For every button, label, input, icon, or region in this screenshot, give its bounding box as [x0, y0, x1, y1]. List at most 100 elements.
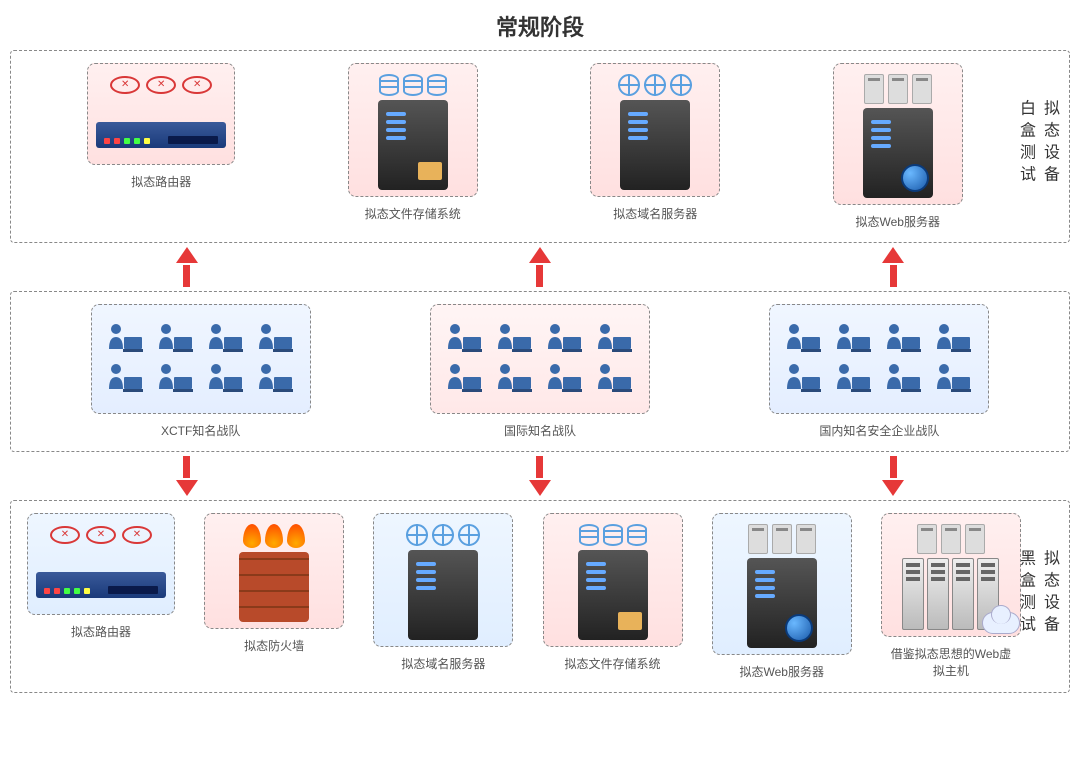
team-card [430, 304, 650, 414]
person-at-desk-icon [156, 361, 196, 397]
person-at-desk-icon [595, 361, 635, 397]
arrow-down [882, 456, 904, 496]
card-label: 借鉴拟态思想的Web虚拟主机 [886, 645, 1016, 679]
tower-cluster-icon [890, 558, 1012, 630]
card-filestorage [348, 63, 478, 197]
database-icon [379, 74, 399, 96]
card-dns [590, 63, 720, 197]
database-icon [403, 74, 423, 96]
miniserver-icons-row [721, 524, 843, 554]
person-at-desk-icon [256, 321, 296, 357]
card-firewall [204, 513, 344, 629]
person-at-desk-icon [206, 361, 246, 397]
person-at-desk-icon [445, 361, 485, 397]
globe-icon [670, 74, 692, 96]
person-at-desk-icon [106, 361, 146, 397]
top-item-dns: 拟态域名服务器 [590, 63, 720, 222]
person-at-desk-icon [834, 361, 874, 397]
person-at-desk-icon [934, 321, 974, 357]
team-label: 国内知名安全企业战队 [819, 422, 939, 439]
disk-icon [110, 76, 140, 94]
disk-icons-row [96, 76, 226, 94]
arrow-up [882, 247, 904, 287]
database-icon [579, 524, 599, 546]
team-label: 国际知名战队 [504, 422, 576, 439]
person-at-desk-icon [934, 361, 974, 397]
person-at-desk-icon [106, 321, 146, 357]
database-icon [627, 524, 647, 546]
folder-icon [418, 162, 442, 180]
globe-icon [618, 74, 640, 96]
tower-icon [902, 558, 924, 630]
globe-overlay-icon [785, 614, 813, 642]
miniserver-icon [917, 524, 937, 554]
arrow-up [529, 247, 551, 287]
globe-overlay-icon [901, 164, 929, 192]
team-intl: 国际知名战队 [370, 304, 709, 439]
bottom-section-blackbox: 拟态设备黑盒测试 拟态路由器 拟态防火墙 [10, 500, 1070, 693]
team-card [769, 304, 989, 414]
person-row [784, 361, 974, 397]
disk-icon [146, 76, 176, 94]
globe-icons-row [382, 524, 504, 546]
person-at-desk-icon [884, 321, 924, 357]
bottom-item-filestorage: 拟态文件存储系统 [543, 513, 683, 672]
disk-icon [86, 526, 116, 544]
card-label: 拟态路由器 [71, 623, 131, 640]
disk-icon [122, 526, 152, 544]
miniserver-icon [796, 524, 816, 554]
router-icon [36, 572, 166, 598]
bottom-item-web: 拟态Web服务器 [712, 513, 852, 680]
person-at-desk-icon [206, 321, 246, 357]
globe-icon [432, 524, 454, 546]
miniserver-icon [888, 74, 908, 104]
top-item-web: 拟态Web服务器 [833, 63, 963, 230]
miniserver-icons-row [890, 524, 1012, 554]
card-label: 拟态文件存储系统 [565, 655, 661, 672]
miniserver-icon [912, 74, 932, 104]
server-icon [408, 550, 478, 640]
card-router [27, 513, 175, 615]
firewall-icon [239, 552, 309, 622]
tower-icon [952, 558, 974, 630]
miniserver-icon [748, 524, 768, 554]
person-row [106, 321, 296, 357]
arrow-up [176, 247, 198, 287]
globe-icon [458, 524, 480, 546]
disk-icons-row [36, 526, 166, 544]
card-label: 拟态域名服务器 [613, 205, 697, 222]
top-item-filestorage: 拟态文件存储系统 [348, 63, 478, 222]
person-at-desk-icon [256, 361, 296, 397]
card-dns [373, 513, 513, 647]
flame-icon [265, 524, 283, 548]
person-at-desk-icon [495, 361, 535, 397]
top-item-router: 拟态路由器 [87, 63, 235, 190]
server-icon [378, 100, 448, 190]
miniserver-icon [965, 524, 985, 554]
person-at-desk-icon [784, 321, 824, 357]
card-label: 拟态域名服务器 [401, 655, 485, 672]
diagram-title: 常规阶段 [10, 10, 1070, 42]
tower-icon [927, 558, 949, 630]
card-label: 拟态防火墙 [244, 637, 304, 654]
server-icon [620, 100, 690, 190]
disk-icon [182, 76, 212, 94]
arrow-down [529, 456, 551, 496]
server-icon [863, 108, 933, 198]
miniserver-icon [772, 524, 792, 554]
top-side-label: 拟态设备白盒测试 [1013, 99, 1061, 195]
person-at-desk-icon [784, 361, 824, 397]
arrows-down-row [10, 456, 1070, 496]
globe-icons-row [599, 74, 711, 96]
person-row [784, 321, 974, 357]
team-card [91, 304, 311, 414]
database-icon [603, 524, 623, 546]
card-label: 拟态Web服务器 [740, 663, 824, 680]
globe-icon [406, 524, 428, 546]
card-filestorage [543, 513, 683, 647]
bottom-item-dns: 拟态域名服务器 [373, 513, 513, 672]
person-row [106, 361, 296, 397]
person-at-desk-icon [156, 321, 196, 357]
card-vhost [881, 513, 1021, 637]
arrows-up-row [10, 247, 1070, 287]
